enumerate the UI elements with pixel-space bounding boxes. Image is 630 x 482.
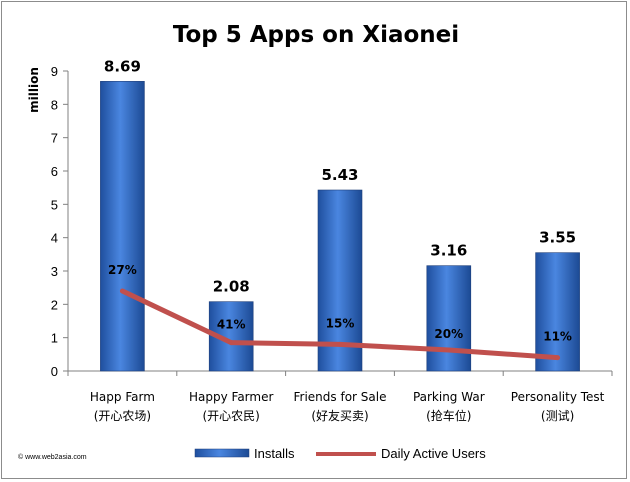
bar-value-label: 3.55 [539, 229, 576, 247]
y-tick-label: 7 [51, 131, 58, 146]
legend-dau-label: Daily Active Users [381, 446, 486, 461]
dau-line-segment [119, 288, 234, 346]
category-sublabel: (抢车位) [426, 408, 471, 423]
bar-installs [535, 252, 580, 372]
y-tick-label: 4 [51, 231, 58, 246]
bars [100, 81, 580, 372]
legend-installs-label: Installs [254, 446, 295, 461]
category-label: Happ Farm [90, 390, 155, 404]
category-sublabel: (测试) [541, 408, 574, 423]
y-axis-label: million [27, 67, 41, 113]
axes: 0 1 2 3 4 5 6 7 8 9 [51, 64, 613, 379]
bar-value-label: 8.69 [104, 57, 141, 75]
chart-title: Top 5 Apps on Xiaonei [173, 22, 459, 48]
legend-installs-swatch [194, 448, 250, 458]
category-label: Friends for Sale [294, 390, 387, 404]
dau-line-segment [337, 341, 452, 353]
category-label: Personality Test [511, 390, 605, 404]
dau-percent-label: 20% [434, 327, 463, 341]
dau-percent-label: 15% [326, 316, 355, 330]
category-label: Parking War [413, 390, 485, 404]
y-tick-label: 8 [51, 97, 58, 112]
y-tick-label: 1 [51, 331, 58, 346]
legend: Installs Daily Active Users [194, 446, 486, 461]
category-sublabel: (开心农民) [203, 409, 260, 423]
bar-installs [317, 189, 363, 372]
category-sublabel: (开心农场) [94, 409, 151, 423]
y-tick-label: 2 [51, 297, 58, 312]
y-tick-label: 0 [51, 364, 58, 379]
y-tick-label: 6 [51, 164, 58, 179]
category-label: Happy Farmer [189, 390, 273, 404]
dau-line [119, 288, 561, 361]
dau-line-segment [228, 340, 343, 347]
bar-value-label: 3.16 [430, 242, 467, 260]
data-labels: 8.69 2.08 5.43 3.16 3.55 27% 41% 15% 20% 11% [104, 57, 576, 343]
bar-value-label: 2.08 [213, 278, 250, 296]
y-tick-label: 3 [51, 264, 58, 279]
y-tick-label: 9 [51, 64, 58, 79]
dau-percent-label: 41% [217, 318, 246, 332]
dau-line-segment [446, 347, 561, 361]
credit-text: © www.web2asia.com [18, 453, 87, 461]
category-labels: Happ Farm (开心农场) Happy Farmer (开心农民) Friends… [90, 390, 605, 423]
dau-percent-label: 11% [543, 330, 572, 344]
y-tick-label: 5 [51, 197, 58, 212]
bar-installs [100, 81, 145, 372]
category-sublabel: (好友买卖) [311, 409, 368, 423]
dau-percent-label: 27% [108, 263, 137, 277]
bar-value-label: 5.43 [321, 166, 358, 184]
bar-installs [426, 265, 472, 372]
